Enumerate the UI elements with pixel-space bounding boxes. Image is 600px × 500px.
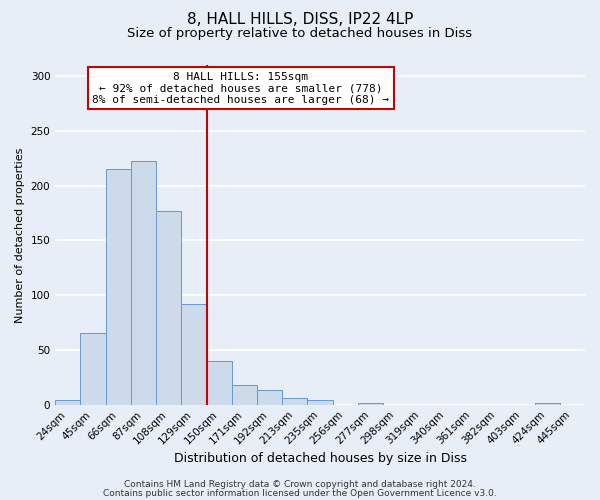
Bar [206, 361, 232, 405]
Bar [307, 400, 332, 404]
Bar [131, 162, 156, 404]
Bar [106, 169, 131, 404]
X-axis label: Distribution of detached houses by size in Diss: Distribution of detached houses by size … [173, 452, 467, 465]
Y-axis label: Number of detached properties: Number of detached properties [15, 147, 25, 322]
Text: Size of property relative to detached houses in Diss: Size of property relative to detached ho… [127, 28, 473, 40]
Bar [358, 402, 383, 404]
Text: 8 HALL HILLS: 155sqm
← 92% of detached houses are smaller (778)
8% of semi-detac: 8 HALL HILLS: 155sqm ← 92% of detached h… [92, 72, 389, 105]
Bar [156, 211, 181, 404]
Bar [80, 334, 106, 404]
Bar [55, 400, 80, 404]
Bar [181, 304, 206, 404]
Bar [232, 385, 257, 404]
Text: 8, HALL HILLS, DISS, IP22 4LP: 8, HALL HILLS, DISS, IP22 4LP [187, 12, 413, 28]
Bar [535, 402, 560, 404]
Text: Contains HM Land Registry data © Crown copyright and database right 2024.: Contains HM Land Registry data © Crown c… [124, 480, 476, 489]
Text: Contains public sector information licensed under the Open Government Licence v3: Contains public sector information licen… [103, 488, 497, 498]
Bar [282, 398, 307, 404]
Bar [257, 390, 282, 404]
